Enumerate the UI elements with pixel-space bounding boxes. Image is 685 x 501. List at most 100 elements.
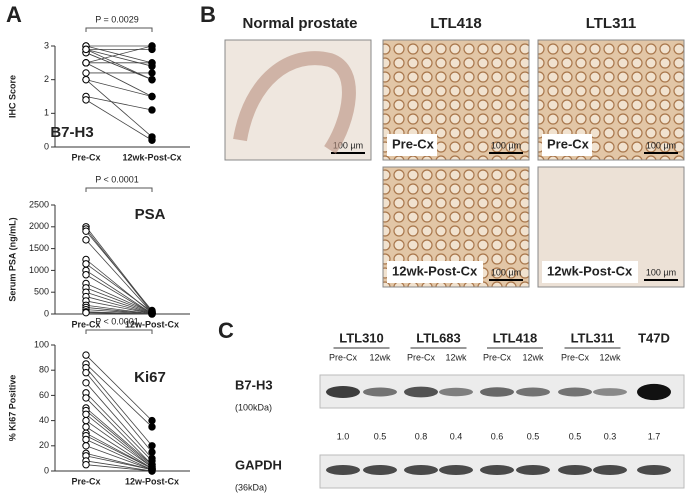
dot: [82, 227, 90, 235]
pair-line: [85, 49, 153, 81]
y-tick-label: 80: [39, 365, 49, 375]
dot: [82, 435, 90, 444]
scale-bar: [489, 279, 523, 281]
pair-line: [85, 363, 153, 428]
y-tick-label: 2: [44, 74, 49, 84]
y-tick-label: 2000: [29, 221, 49, 231]
dot: [82, 410, 90, 418]
scale-bar-label: 100 µm: [491, 140, 521, 150]
ratio-label: 0.5: [374, 431, 387, 441]
lane-label: Pre-Cx: [483, 352, 512, 362]
pair-line: [85, 230, 153, 311]
pair-line: [85, 435, 153, 469]
pair-line: [85, 420, 153, 468]
pair-line: [85, 439, 153, 471]
group-label: T47D: [638, 330, 670, 345]
dot: [82, 45, 90, 54]
pair-line: [85, 79, 153, 138]
pair-line: [85, 287, 153, 314]
pair-line: [85, 397, 153, 465]
lane-label: 12wk: [445, 352, 467, 362]
pair-line: [85, 460, 153, 472]
dot: [82, 369, 90, 377]
image-title: LTL311: [586, 15, 637, 32]
dot: [82, 271, 90, 279]
dot: [148, 310, 156, 318]
dot: [82, 416, 90, 425]
y-tick-label: 1: [44, 108, 49, 118]
dot: [82, 461, 90, 469]
dot: [82, 236, 90, 244]
pair-line: [85, 270, 153, 314]
row-name: GAPDH: [235, 457, 282, 472]
dot: [148, 75, 156, 84]
dot: [148, 69, 156, 77]
dot: [82, 59, 90, 67]
y-tick-label: 0: [44, 141, 49, 151]
ratio-label: 0.4: [450, 431, 463, 441]
group-label: LTL311: [571, 330, 615, 345]
y-tick-label: 60: [39, 390, 49, 400]
pair-line: [85, 455, 153, 471]
dot: [82, 75, 90, 84]
scale-bar: [331, 152, 365, 154]
y-tick-label: 2500: [29, 199, 49, 209]
scale-bar-label: 100 µm: [646, 140, 676, 150]
label-box: [542, 261, 638, 283]
image-title: Normal prostate: [242, 15, 357, 32]
dot: [148, 423, 156, 431]
dot: [82, 260, 90, 268]
group-label: LTL418: [493, 330, 538, 345]
pair-line: [85, 413, 153, 468]
y-axis-label: Serum PSA (ng/mL): [7, 217, 17, 301]
dot: [82, 442, 90, 450]
dot: [148, 42, 156, 50]
pair-line: [85, 283, 153, 314]
dot: [82, 96, 90, 104]
dot: [82, 351, 90, 359]
band: [593, 388, 627, 396]
x-tick-label: 12w-Post-Cx: [125, 476, 179, 486]
x-tick-label: 12w-Post-Cx: [125, 319, 179, 329]
pair-line: [85, 445, 153, 471]
pair-line: [85, 263, 153, 313]
gapdh-band: [326, 465, 360, 475]
pair-line: [85, 464, 153, 472]
p-value: P < 0.0001: [95, 316, 139, 326]
pair-line: [85, 452, 153, 471]
pair-line: [85, 291, 153, 314]
image-label: 12wk-Post-Cx: [547, 263, 633, 278]
pair-line: [85, 296, 153, 315]
dot: [82, 423, 90, 431]
band: [558, 387, 592, 397]
y-tick-label: 3: [44, 40, 49, 50]
pair-line: [85, 99, 153, 141]
dot: [82, 379, 90, 387]
dot: [82, 69, 90, 77]
pair-line: [85, 309, 153, 315]
panel-label: A: [6, 2, 22, 27]
dot: [148, 467, 156, 475]
series-name: PSA: [135, 206, 166, 223]
band: [326, 386, 360, 398]
pair-line: [85, 382, 153, 459]
gapdh-band: [593, 465, 627, 475]
scale-bar: [644, 152, 678, 154]
bracket: [85, 27, 153, 32]
label-box: [542, 134, 592, 156]
y-tick-label: 100: [34, 339, 49, 349]
ratio-label: 0.6: [491, 431, 504, 441]
pair-line: [85, 79, 153, 97]
y-tick-label: 40: [39, 415, 49, 425]
bracket: [85, 187, 153, 192]
dot: [148, 448, 156, 456]
p-value: P < 0.0001: [95, 174, 139, 184]
pair-line: [85, 354, 153, 421]
gapdh-band: [404, 465, 438, 475]
x-tick-label: 12wk-Post-Cx: [122, 152, 181, 162]
y-tick-label: 0: [44, 308, 49, 318]
ratio-label: 1.0: [337, 431, 350, 441]
dot: [148, 416, 156, 425]
scale-bar-label: 100 µm: [491, 267, 521, 277]
dot: [82, 394, 90, 402]
